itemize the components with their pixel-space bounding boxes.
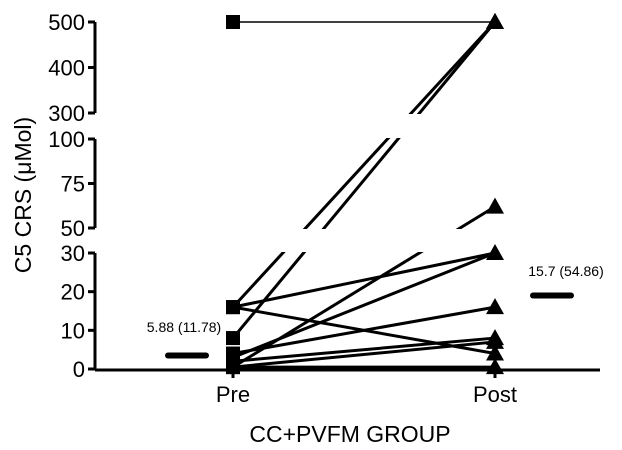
- post-triangle-point: [486, 332, 504, 349]
- x-tick-label: Post: [473, 382, 517, 407]
- y-tick-label: 20: [61, 280, 85, 305]
- pre-square-point: [226, 331, 240, 346]
- summary-label: 5.88 (11.78): [147, 319, 221, 335]
- axis-break-gap: [150, 114, 600, 138]
- y-tick-label: 100: [48, 127, 85, 152]
- paired-line: [232, 251, 496, 359]
- pre-square-point: [226, 15, 240, 29]
- paired-line: [232, 251, 496, 309]
- y-tick-label: 500: [48, 10, 85, 35]
- post-triangle-point: [486, 298, 504, 315]
- x-tick-label: Pre: [216, 382, 250, 407]
- y-tick-label: 10: [61, 318, 85, 343]
- marks-layer: 5.88 (11.78) 15.7 (54.86): [147, 13, 604, 375]
- paired-line: [231, 20, 497, 309]
- y-tick-label: 30: [61, 241, 85, 266]
- labels-layer: CC+PVFM GROUP C5 CRS (μMol): [10, 117, 451, 447]
- paired-line: [232, 340, 496, 369]
- pre-square-point: [226, 300, 240, 315]
- y-tick-label: 0: [73, 357, 85, 382]
- y-tick-label: 75: [61, 172, 85, 197]
- axis-break-gap: [150, 229, 600, 252]
- summary-label: 15.7 (54.86): [528, 263, 604, 279]
- paired-line: [231, 21, 497, 340]
- post-triangle-point: [486, 13, 504, 29]
- paired-line: [232, 305, 496, 356]
- y-tick-label: 400: [48, 56, 85, 81]
- x-axis-label: CC+PVFM GROUP: [249, 421, 450, 447]
- y-tick-label: 300: [48, 101, 85, 126]
- post-triangle-point: [486, 344, 504, 361]
- y-axis-label: C5 CRS (μMol): [10, 117, 36, 273]
- y-tick-label: 50: [61, 216, 85, 241]
- post-triangle-point: [486, 244, 504, 260]
- post-triangle-point: [486, 197, 504, 214]
- paired-line: [232, 336, 496, 363]
